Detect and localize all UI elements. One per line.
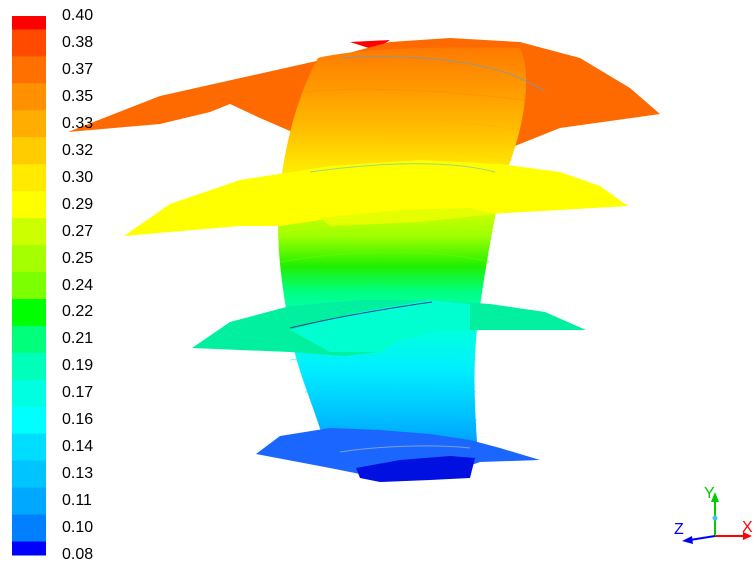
legend-swatch — [12, 406, 46, 435]
legend-swatch — [12, 352, 46, 381]
legend-label: 0.10 — [62, 519, 94, 537]
legend-label: 0.14 — [62, 438, 94, 456]
legend-swatch — [12, 541, 46, 556]
legend-label: 0.29 — [62, 195, 94, 213]
legend-label: 0.27 — [62, 222, 94, 240]
legend-label: 0.33 — [62, 114, 94, 132]
legend-swatch — [12, 137, 46, 165]
legend-label: 0.25 — [62, 249, 94, 267]
legend-swatch — [12, 110, 46, 138]
axis-label-y: Y — [704, 485, 715, 502]
legend-label: 0.21 — [62, 330, 94, 348]
legend-swatch — [12, 379, 46, 408]
legend-label: 0.24 — [62, 276, 94, 294]
legend-label: 0.17 — [62, 384, 94, 402]
legend-swatch — [12, 29, 46, 57]
legend-swatch — [12, 191, 46, 219]
legend-swatch — [12, 487, 46, 516]
legend-label: 0.16 — [62, 411, 94, 429]
legend-swatch — [12, 514, 46, 543]
legend-label: 0.32 — [62, 141, 94, 159]
legend-swatch — [12, 460, 46, 489]
legend-label: 0.13 — [62, 465, 94, 483]
legend-swatch — [12, 83, 46, 111]
legend-swatch — [12, 16, 46, 30]
legend-swatch — [12, 56, 46, 84]
legend-label: 0.38 — [62, 33, 94, 51]
legend-swatch — [12, 325, 46, 354]
section-surface-bottom — [256, 428, 540, 482]
axis-triad: X Y Z — [674, 485, 753, 544]
legend-swatch — [12, 272, 46, 300]
blade-surface — [278, 47, 527, 469]
legend-swatch — [12, 298, 46, 327]
legend-label: 0.35 — [62, 87, 94, 105]
axis-label-x: X — [742, 519, 753, 536]
legend-label: 0.11 — [62, 492, 92, 510]
legend-label: 0.37 — [62, 60, 94, 78]
legend-label: 0.30 — [62, 168, 94, 186]
legend-label: 0.40 — [62, 7, 94, 24]
section-surface-upper-middle — [124, 160, 628, 236]
legend-swatch — [12, 164, 46, 192]
axis-label-z: Z — [674, 521, 684, 538]
legend-swatch — [12, 433, 46, 462]
legend-label: 0.19 — [62, 357, 94, 375]
legend-label: 0.22 — [62, 303, 94, 321]
legend-swatch — [12, 218, 46, 246]
legend-label: 0.08 — [62, 546, 94, 563]
legend-swatch — [12, 245, 46, 273]
section-surface-lower-middle — [192, 300, 586, 356]
